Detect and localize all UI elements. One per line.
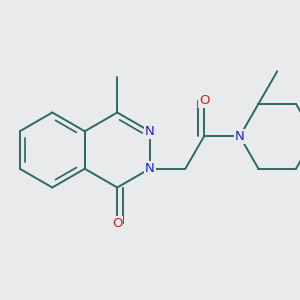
Text: N: N <box>235 130 244 143</box>
Text: O: O <box>112 217 122 230</box>
Text: O: O <box>199 94 209 107</box>
Text: N: N <box>145 125 154 138</box>
Text: N: N <box>145 162 154 175</box>
